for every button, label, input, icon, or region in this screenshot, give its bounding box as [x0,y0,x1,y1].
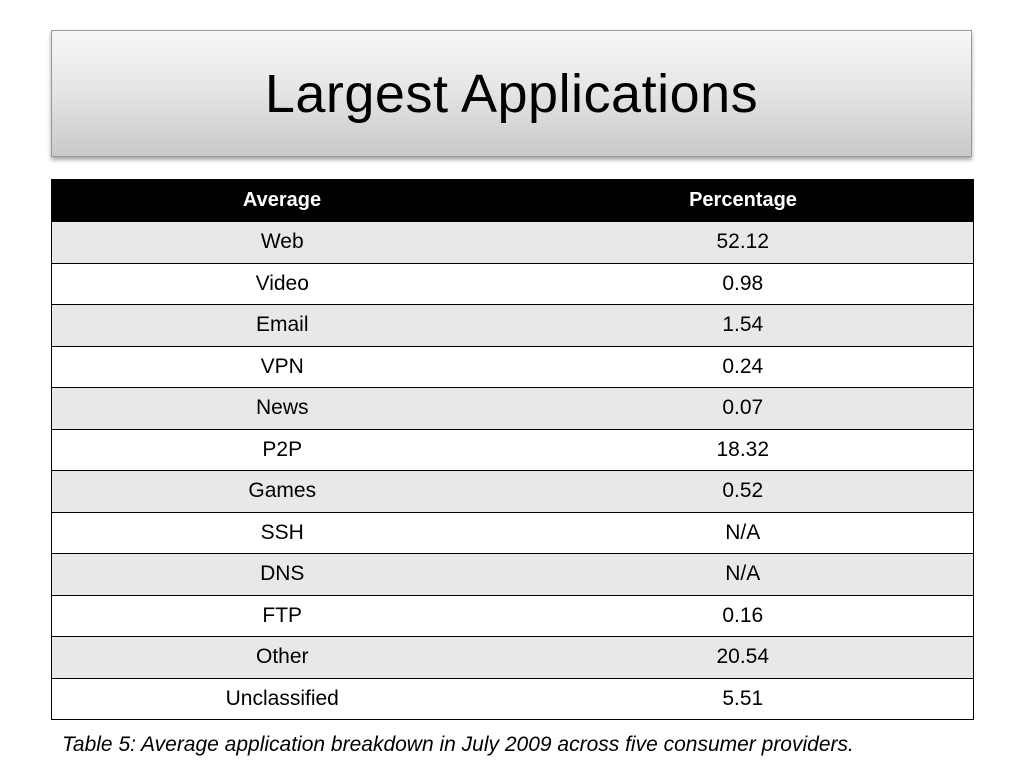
percentage-cell: 0.52 [512,470,974,513]
table-row: P2P 18.32 [51,428,974,471]
application-cell: Games [51,470,513,513]
percentage-cell: 52.12 [512,221,974,264]
application-cell: Web [51,221,513,264]
percentage-cell: 18.32 [512,428,974,471]
percentage-cell: 5.51 [512,677,974,720]
application-cell: Video [51,262,513,305]
percentage-cell: 0.98 [512,262,974,305]
table-row: Other 20.54 [51,636,974,679]
application-cell: DNS [51,553,513,596]
percentage-cell: 0.16 [512,594,974,637]
table-row: Web 52.12 [51,221,974,264]
data-table-container: Average Percentage Web 52.12 Video 0.98 … [51,179,974,720]
percentage-cell: N/A [512,511,974,554]
table-row: Unclassified 5.51 [51,677,974,720]
application-cell: P2P [51,428,513,471]
table-row: SSH N/A [51,511,974,554]
table-row: News 0.07 [51,387,974,430]
percentage-cell: 1.54 [512,304,974,347]
table-row: Email 1.54 [51,304,974,347]
percentage-cell: 20.54 [512,636,974,679]
application-cell: Email [51,304,513,347]
table-row: Video 0.98 [51,262,974,305]
percentage-cell: 0.24 [512,345,974,388]
application-cell: SSH [51,511,513,554]
table-caption: Table 5: Average application breakdown i… [62,733,854,756]
slide-title: Largest Applications [264,63,759,124]
slide-title-box: Largest Applications [51,30,972,157]
application-table: Average Percentage Web 52.12 Video 0.98 … [51,179,974,720]
application-cell: Other [51,636,513,679]
percentage-cell: 0.07 [512,387,974,430]
table-row: VPN 0.24 [51,345,974,388]
application-cell: Unclassified [51,677,513,720]
table-row: FTP 0.16 [51,594,974,637]
table-header-row: Average Percentage [51,179,974,222]
column-header-average: Average [51,179,513,222]
percentage-cell: N/A [512,553,974,596]
column-header-percentage: Percentage [512,179,974,222]
application-cell: News [51,387,513,430]
application-cell: FTP [51,594,513,637]
application-cell: VPN [51,345,513,388]
table-row: Games 0.52 [51,470,974,513]
table-row: DNS N/A [51,553,974,596]
